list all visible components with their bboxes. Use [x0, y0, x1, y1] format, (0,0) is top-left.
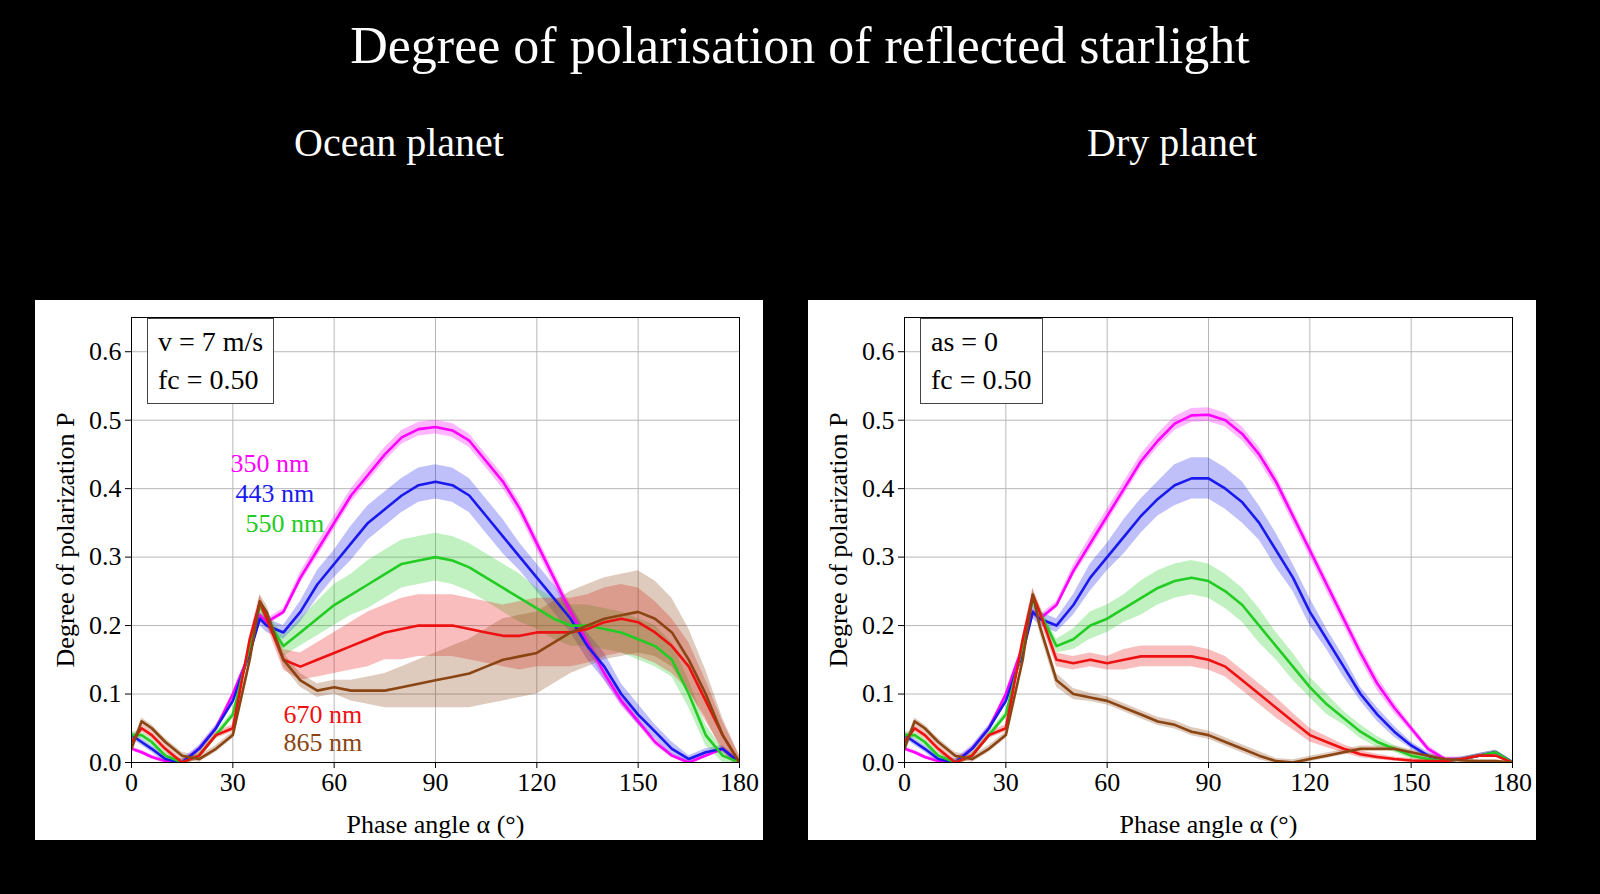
svg-text:150: 150 — [619, 768, 658, 797]
svg-text:0.6: 0.6 — [89, 337, 122, 366]
svg-text:0.3: 0.3 — [89, 542, 122, 571]
svg-text:30: 30 — [220, 768, 246, 797]
svg-text:0.1: 0.1 — [89, 679, 122, 708]
svg-text:0: 0 — [898, 768, 911, 797]
svg-text:0.2: 0.2 — [89, 611, 122, 640]
svg-text:0.4: 0.4 — [89, 474, 122, 503]
html-text:as = 0: as = 0 — [931, 326, 999, 357]
svg-text:180: 180 — [720, 768, 759, 797]
svg-text:0.0: 0.0 — [89, 748, 122, 777]
svg-text:120: 120 — [1290, 768, 1329, 797]
svg-text:180: 180 — [1493, 768, 1532, 797]
svg-text:30: 30 — [993, 768, 1019, 797]
svg-text:0.1: 0.1 — [862, 679, 895, 708]
svg-text:Degree of polarization P: Degree of polarization P — [51, 413, 80, 668]
svg-text:0.5: 0.5 — [89, 406, 122, 435]
svg-text:90: 90 — [1196, 768, 1222, 797]
svg-text:60: 60 — [1094, 768, 1120, 797]
svg-text:0.3: 0.3 — [862, 542, 895, 571]
html-text:Ocean planet: Ocean planet — [294, 120, 504, 165]
svg-text:0.6: 0.6 — [862, 337, 895, 366]
svg-text:443 nm: 443 nm — [236, 479, 315, 508]
svg-text:865 nm: 865 nm — [284, 728, 363, 757]
svg-text:Phase angle α (°): Phase angle α (°) — [1120, 810, 1298, 839]
svg-text:120: 120 — [517, 768, 556, 797]
html-text:Degree of polarisation of refl: Degree of polarisation of reflected star… — [350, 17, 1250, 74]
svg-text:90: 90 — [423, 768, 449, 797]
svg-text:0.0: 0.0 — [862, 748, 895, 777]
html-text:v = 7 m/s: v = 7 m/s — [158, 326, 264, 357]
svg-text:Degree of polarization P: Degree of polarization P — [824, 413, 853, 668]
svg-text:550 nm: 550 nm — [246, 509, 325, 538]
html-text:fc = 0.50: fc = 0.50 — [158, 364, 259, 395]
svg-text:670 nm: 670 nm — [284, 700, 363, 729]
svg-text:60: 60 — [321, 768, 347, 797]
svg-text:0.5: 0.5 — [862, 406, 895, 435]
html-text:fc = 0.50: fc = 0.50 — [931, 364, 1032, 395]
svg-text:Phase angle α (°): Phase angle α (°) — [347, 810, 525, 839]
svg-text:350 nm: 350 nm — [231, 449, 310, 478]
svg-text:150: 150 — [1392, 768, 1431, 797]
svg-text:0: 0 — [125, 768, 138, 797]
svg-text:0.4: 0.4 — [862, 474, 895, 503]
svg-text:0.2: 0.2 — [862, 611, 895, 640]
html-text:Dry planet: Dry planet — [1087, 120, 1257, 165]
